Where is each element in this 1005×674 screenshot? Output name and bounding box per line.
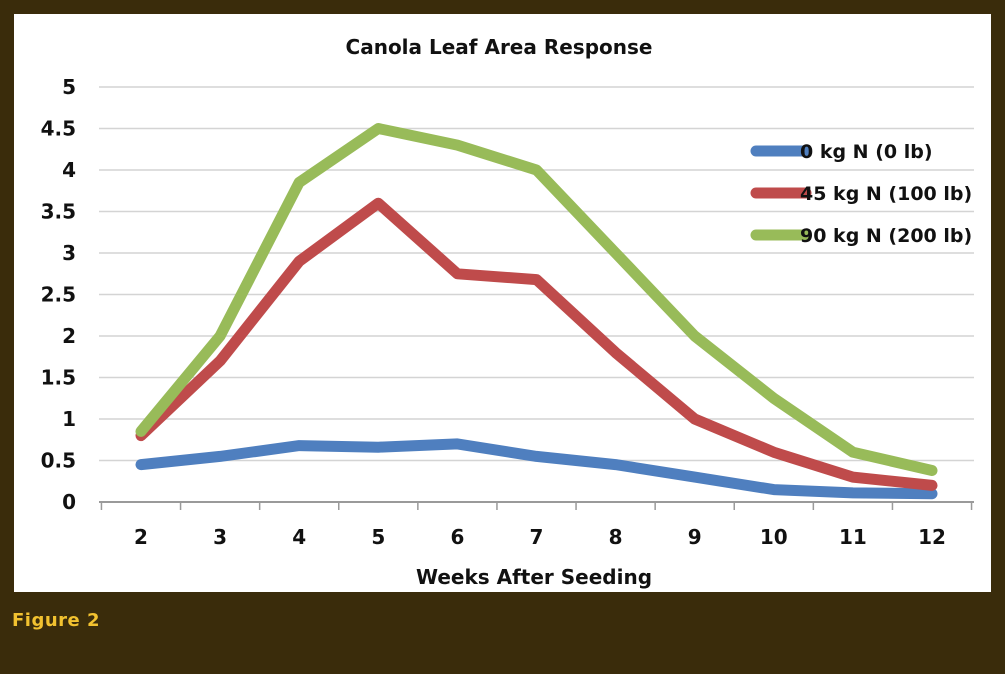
x-tick-label: 12	[918, 525, 946, 549]
axes: 0 0.5 1 1.5 2 2.5 3 3.5 4 4.5 5 2 3 4 5 6 7 8 9 10 11 12	[41, 75, 974, 549]
legend-label-1: 45 kg N (100 lb)	[800, 183, 972, 205]
x-tick-label: 4	[292, 525, 306, 549]
y-tick-label: 0.5	[41, 449, 76, 473]
x-tick-label: 5	[371, 525, 385, 549]
y-tick-label: 2	[62, 324, 76, 348]
x-tick-label: 3	[213, 525, 227, 549]
x-tick-label: 11	[839, 525, 867, 549]
series-line-0	[135, 438, 938, 500]
line-chart: 0 0.5 1 1.5 2 2.5 3 3.5 4 4.5 5 2 3 4 5 6 7 8 9 10 11 12 0 kg…	[41, 35, 974, 589]
x-tick-label: 10	[760, 525, 788, 549]
chart-title: Canola Leaf Area Response	[346, 35, 653, 59]
x-tick-label: 6	[450, 525, 464, 549]
legend: 0 kg N (0 lb) 45 kg N (100 lb) 90 kg N (20…	[750, 141, 972, 247]
chart-panel: 0 0.5 1 1.5 2 2.5 3 3.5 4 4.5 5 2 3 4 5 6 7 8 9 10 11 12 0 kg…	[14, 14, 991, 592]
legend-label-2: 90 kg N (200 lb)	[800, 225, 972, 247]
y-tick-label: 5	[62, 75, 76, 99]
x-tick-label: 7	[530, 525, 544, 549]
x-tick-label: 9	[688, 525, 702, 549]
y-tick-label: 4.5	[41, 117, 76, 141]
y-tick-label: 3	[62, 241, 76, 265]
y-tick-label: 1.5	[41, 366, 76, 390]
y-tick-label: 3.5	[41, 200, 76, 224]
figure-caption: Figure 2	[12, 610, 101, 631]
y-tick-label: 1	[62, 407, 76, 431]
legend-label-0: 0 kg N (0 lb)	[800, 141, 933, 163]
y-tick-label: 2.5	[41, 283, 76, 307]
x-tick-label: 8	[609, 525, 623, 549]
series-line-1	[135, 197, 938, 491]
series-line-2	[135, 123, 938, 476]
x-tick-label: 2	[134, 525, 148, 549]
series-lines	[135, 123, 938, 500]
y-tick-label: 4	[62, 158, 76, 182]
y-tick-label: 0	[62, 490, 76, 514]
x-axis-title: Weeks After Seeding	[416, 565, 652, 589]
